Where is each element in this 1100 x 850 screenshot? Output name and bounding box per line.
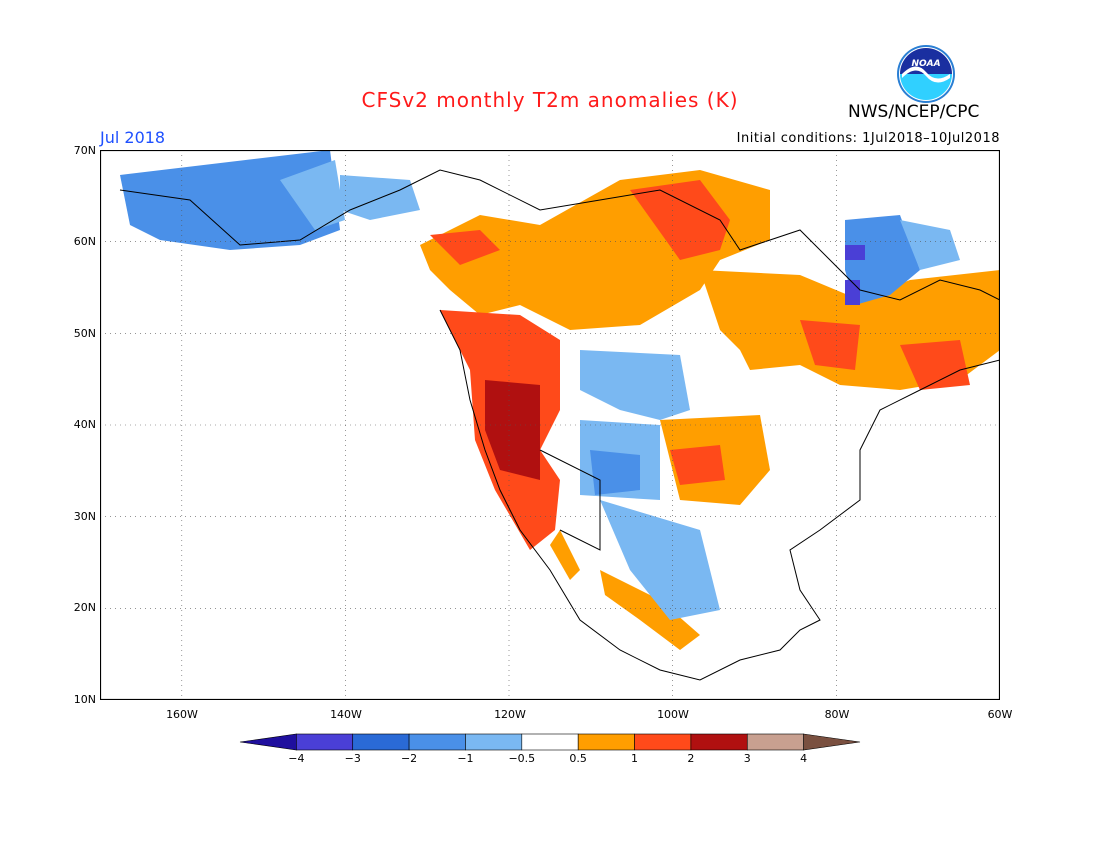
coastlines [119,169,1000,681]
colorbar-tick-label: 2 [687,752,694,765]
colorbar-tick-label: 1 [631,752,638,765]
colorbar-tick-label: −1 [457,752,473,765]
region-canada-warm [420,170,1000,390]
colorbar-tick-label: −4 [288,752,304,765]
lat-label-30n: 30N [73,510,96,523]
colorbar-swatch [239,733,297,751]
colorbar-swatch [746,733,804,751]
colorbar-swatch [690,733,748,751]
lat-label-20n: 20N [73,601,96,614]
lat-label-40n: 40N [73,418,96,431]
region-westcoast-warm [440,310,700,650]
month-label: Jul 2018 [100,128,166,147]
colorbar-tick-label: −0.5 [508,752,535,765]
lon-label-80w: 80W [824,708,850,721]
lon-label-60w: 60W [987,708,1013,721]
graticule [100,150,1000,700]
colorbar-tick-label: −2 [401,752,417,765]
lon-label-100w: 100W [657,708,689,721]
colorbar-swatch [634,733,692,751]
region-alaska-cool [120,150,420,250]
lon-label-140w: 140W [330,708,362,721]
lat-label-60n: 60N [73,235,96,248]
region-plains-warm [660,415,770,505]
region-labrador-cool [845,215,960,305]
agency-label: NWS/NCEP/CPC [848,102,980,122]
chart-title: CFSv2 monthly T2m anomalies (K) [361,88,739,112]
lon-label-120w: 120W [494,708,526,721]
colorbar-swatch [521,733,579,751]
colorbar-tick-label: 0.5 [569,752,587,765]
colorbar-tick-label: −3 [345,752,361,765]
initial-conditions-label: Initial conditions: 1Jul2018–10Jul2018 [736,131,1000,146]
anomaly-map [100,150,1000,700]
colorbar-swatch [803,733,861,751]
noaa-logo: NOAA [897,45,955,103]
colorbar-swatch [296,733,354,751]
logo-text: NOAA [911,59,940,69]
colorbar-swatch [577,733,635,751]
colorbar-swatch [352,733,410,751]
map-border [100,150,1000,700]
colorbar-tick-label: 4 [800,752,807,765]
lat-label-70n: 70N [73,144,96,157]
colorbar-tick-label: 3 [744,752,751,765]
lon-label-160w: 160W [166,708,198,721]
region-central-cool [580,350,720,620]
colorbar-swatch [465,733,523,751]
lat-label-10n: 10N [73,693,96,706]
lat-label-50n: 50N [73,327,96,340]
colorbar-swatch [408,733,466,751]
